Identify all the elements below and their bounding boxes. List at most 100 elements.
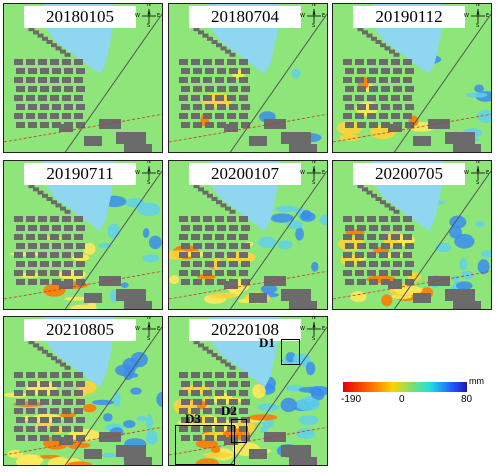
building-block — [50, 77, 59, 83]
building-block — [203, 426, 212, 432]
building-block — [179, 77, 188, 83]
building-block — [76, 86, 85, 92]
compass-north: N — [147, 316, 151, 321]
building-block — [405, 243, 414, 249]
subsidence-patch — [203, 452, 233, 458]
building-block — [16, 68, 25, 74]
compass-west: W — [464, 170, 469, 176]
building-block — [52, 399, 61, 405]
building-block — [355, 59, 364, 65]
building-block — [379, 113, 388, 119]
building-block — [357, 122, 366, 128]
industrial-block — [264, 119, 286, 129]
zone-label: D2 — [221, 403, 237, 418]
building-block — [241, 261, 250, 267]
building-block — [193, 261, 202, 267]
deformation-map — [4, 161, 162, 309]
road-line — [333, 113, 491, 143]
building-block — [391, 234, 400, 240]
building-block — [50, 113, 59, 119]
building-block — [239, 408, 248, 414]
building-block — [26, 252, 35, 258]
building-block — [217, 279, 226, 285]
compass-rose-icon — [307, 322, 321, 336]
building-block — [357, 104, 366, 110]
building-block — [191, 216, 200, 222]
building-block — [50, 234, 59, 240]
colorbar-unit: mm — [469, 376, 484, 386]
building-block — [241, 417, 250, 423]
building-block — [76, 261, 85, 267]
building-block — [381, 68, 390, 74]
compass-south: S — [476, 23, 480, 29]
building-block — [343, 252, 352, 258]
building-block — [16, 86, 25, 92]
building-block — [40, 104, 49, 110]
compass-rose-icon — [142, 166, 156, 180]
building-block — [74, 216, 83, 222]
subsidence-patch — [64, 296, 89, 301]
building-block — [14, 270, 23, 276]
uplift-patch — [130, 387, 142, 395]
uplift-patch — [122, 420, 136, 429]
uplift-patch — [137, 415, 147, 422]
building-block — [193, 399, 202, 405]
building-block — [241, 86, 250, 92]
uplift-patch — [260, 284, 278, 294]
building-block — [28, 243, 37, 249]
building-block — [203, 270, 212, 276]
uplift-patch — [319, 214, 327, 226]
building-block — [379, 252, 388, 258]
building-block — [241, 435, 250, 441]
subsidence-patch — [210, 445, 221, 454]
building-block — [16, 399, 25, 405]
building-block — [403, 59, 412, 65]
industrial-block — [124, 301, 152, 309]
building-block — [345, 86, 354, 92]
panel-date-label: 20180704 — [189, 6, 301, 28]
building-block — [403, 234, 412, 240]
subsidence-patch — [350, 291, 367, 303]
building-block — [343, 59, 352, 65]
subsidence-patch — [252, 384, 266, 399]
industrial-block — [116, 132, 146, 144]
uplift-patch — [148, 235, 162, 250]
industrial-block — [289, 301, 317, 309]
compass-south: S — [312, 336, 316, 342]
uplift-patch — [459, 258, 468, 271]
industrial-block — [224, 124, 238, 132]
compass-rose-icon — [142, 322, 156, 336]
compass-west: W — [300, 326, 305, 332]
building-block — [62, 113, 71, 119]
map-panel-20180105: 20180105 N W E S — [3, 3, 163, 153]
deformation-map — [333, 4, 491, 152]
building-block — [181, 68, 190, 74]
compass-south: S — [476, 180, 480, 186]
industrial-block — [388, 124, 402, 132]
compass-west: W — [135, 13, 140, 19]
building-block — [28, 381, 37, 387]
building-block — [369, 122, 378, 128]
building-block — [343, 113, 352, 119]
building-block — [64, 381, 73, 387]
compass-west: W — [135, 326, 140, 332]
building-block — [379, 270, 388, 276]
building-block — [241, 381, 250, 387]
building-block — [28, 122, 37, 128]
building-block — [239, 234, 248, 240]
uplift-patch — [137, 202, 161, 217]
building-block — [76, 435, 85, 441]
building-block — [181, 399, 190, 405]
building-block — [50, 426, 59, 432]
building-block — [381, 261, 390, 267]
building-block — [76, 381, 85, 387]
map-panel-20210805: 20210805 N W E S — [3, 316, 163, 466]
building-block — [227, 408, 236, 414]
building-block — [355, 95, 364, 101]
building-block — [217, 261, 226, 267]
building-block — [76, 243, 85, 249]
building-block — [227, 113, 236, 119]
building-block — [62, 426, 71, 432]
building-block — [241, 399, 250, 405]
road-line — [169, 270, 327, 300]
